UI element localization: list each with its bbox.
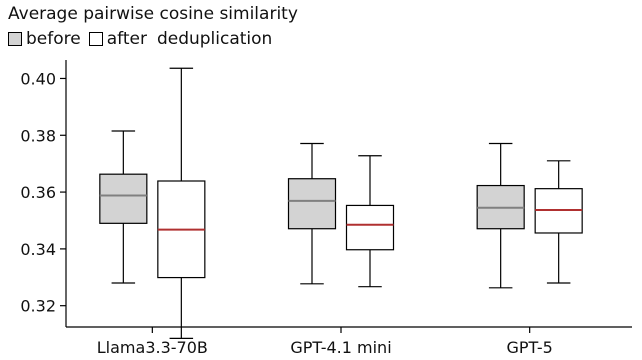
legend-label-before: before [26,29,81,49]
legend-swatch-before [8,32,22,46]
legend-swatch-after [88,32,103,46]
box-after-1 [345,204,395,251]
y-tick-label-4: 0.40 [20,69,56,88]
legend-suffix: deduplication [156,29,273,49]
x-tick-label-2: GPT-5 [507,338,553,357]
chart-title: Average pairwise cosine similarity [8,4,298,24]
legend-item-before: before [8,29,81,49]
legend-item-after: after [88,29,147,49]
y-tick-label-0: 0.32 [20,297,56,316]
box-before-1 [287,178,337,230]
x-tick-label-0: Llama3.3-70B [97,338,208,357]
box-before-0 [99,173,148,224]
y-tick-label-1: 0.34 [20,240,56,259]
legend-label-after: after [106,29,147,49]
y-tick-label-2: 0.36 [20,183,56,202]
x-tick-label-1: GPT-4.1 mini [290,338,391,357]
y-tick-label-3: 0.38 [20,126,56,145]
legend: before after deduplication [8,29,272,49]
